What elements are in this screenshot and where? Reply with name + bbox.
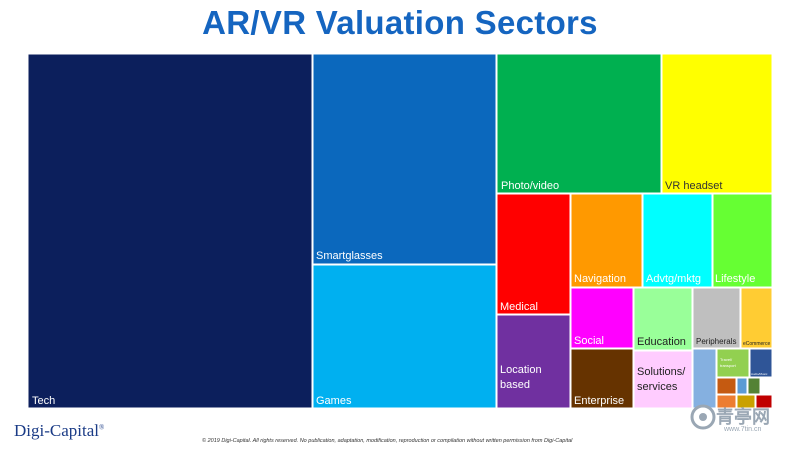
- tile-tech: [27, 53, 313, 409]
- tile-label-education: Education: [637, 336, 686, 348]
- tile-peripherals: [692, 287, 741, 349]
- tile-ecommerce: [740, 287, 773, 349]
- tile-medical: [496, 193, 571, 315]
- tile-minor-22: [716, 394, 737, 409]
- brand-name: Digi-Capital: [14, 421, 99, 440]
- tile-label-advtg-mktg: Advtg/mktg: [646, 273, 701, 285]
- tile-label-photo-video: Photo/video: [501, 180, 559, 192]
- tile-education: [633, 287, 693, 351]
- tile-label-smartglasses: Smartglasses: [316, 250, 383, 262]
- watermark-sub-text: www.7tin.cn: [724, 426, 762, 433]
- tile-photo-video: [496, 53, 662, 194]
- tile-social: [570, 287, 634, 349]
- tile-solutions-services: [633, 350, 693, 409]
- watermark-main-text: 青亭网: [716, 407, 770, 428]
- tile-location-based: [496, 314, 571, 409]
- tile-minor-23: [736, 394, 756, 409]
- tile-audio-music: [749, 348, 773, 378]
- tile-advtg-mktg: [642, 193, 713, 288]
- tile-label-solutions-services: Solutions/services: [637, 366, 686, 393]
- tile-label-tech: Tech: [32, 395, 55, 407]
- copyright-notice: © 2019 Digi-Capital. All rights reserved…: [202, 438, 573, 444]
- tile-minor-16: [692, 348, 717, 409]
- tile-label-ecommerce: eCommerce: [743, 341, 770, 347]
- tile-label-audio-music: Audio/Music: [751, 372, 768, 376]
- brand-logo-text: Digi-Capital®: [14, 421, 104, 441]
- tile-travel-transport: [716, 348, 750, 378]
- tile-minor-24: [755, 394, 773, 409]
- tile-label-enterprise: Enterprise: [574, 395, 624, 407]
- tile-label-navigation: Navigation: [574, 273, 626, 285]
- tile-smartglasses: [312, 53, 497, 265]
- tile-minor-21: [747, 377, 761, 395]
- tile-label-medical: Medical: [500, 301, 538, 313]
- watermark: 青亭网 www.7tin.cn: [690, 400, 798, 448]
- tile-label-social: Social: [574, 335, 604, 347]
- tile-navigation: [570, 193, 643, 288]
- watermark-logo-icon: [690, 404, 716, 430]
- tile-label-games: Games: [316, 395, 352, 407]
- tile-label-lifestyle: Lifestyle: [715, 273, 755, 285]
- tile-minor-20: [736, 377, 748, 395]
- tile-label-vr-headset: VR headset: [665, 180, 722, 192]
- trademark-mark: ®: [98, 423, 105, 432]
- tile-lifestyle: [712, 193, 773, 288]
- tile-enterprise: [570, 348, 634, 409]
- tile-minor-19: [716, 377, 737, 395]
- tile-games: [312, 264, 497, 409]
- tile-label-location-based: Location based: [500, 364, 542, 391]
- tile-label-peripherals: Peripherals: [696, 337, 736, 346]
- tile-label-travel-transport: Travel/transport: [720, 357, 737, 368]
- chart-title: AR/VR Valuation Sectors: [202, 4, 598, 41]
- tile-vr-headset: [661, 53, 773, 194]
